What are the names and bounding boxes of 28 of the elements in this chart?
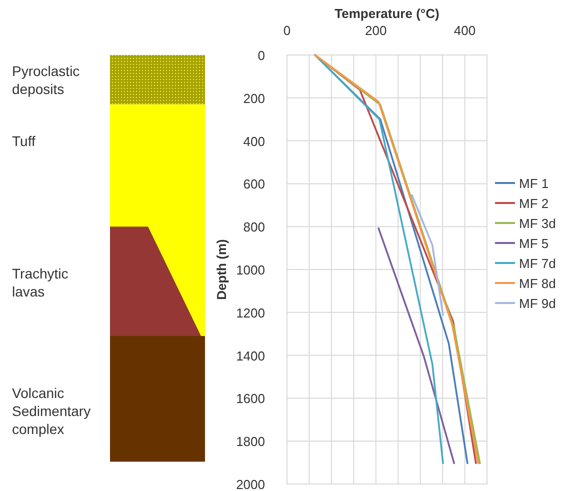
legend-label: MF 2	[519, 196, 549, 211]
y-tick-label: 1600	[236, 391, 265, 406]
legend-label: MF 9d	[519, 296, 556, 311]
y-tick-label: 1800	[236, 434, 265, 450]
y-tick-label: 1400	[236, 348, 265, 364]
y-tick-label: 1200	[236, 305, 265, 320]
y-tick-label: 1000	[236, 262, 265, 278]
y-tick-label: 0	[258, 48, 265, 63]
y-tick-label: 600	[243, 176, 265, 192]
legend-label: MF 1	[519, 176, 549, 191]
x-tick-label: 0	[283, 23, 291, 38]
y-axis-title: Depth (m)	[214, 239, 229, 300]
y-tick-label: 2000	[236, 477, 265, 491]
text: Tuff	[12, 132, 36, 149]
y-tick-label: 200	[243, 90, 265, 106]
legend-label: MF 8d	[519, 276, 556, 291]
text: Pyroclastic deposits	[12, 62, 80, 97]
line-series	[314, 54, 444, 464]
x-tick-label: 200	[365, 23, 387, 38]
text: Trachytic lavas	[12, 265, 68, 300]
text: Volcanic Sedimentary complex	[12, 385, 91, 438]
legend-label: MF 7d	[519, 256, 556, 271]
y-tick-label: 800	[243, 220, 265, 235]
y-tick-label: 400	[243, 134, 265, 149]
legend-label: MF 5	[519, 236, 549, 251]
x-tick-label: 400	[454, 23, 476, 38]
x-axis-title: Temperature (°C)	[334, 6, 440, 21]
legend-label: MF 3d	[519, 216, 556, 231]
